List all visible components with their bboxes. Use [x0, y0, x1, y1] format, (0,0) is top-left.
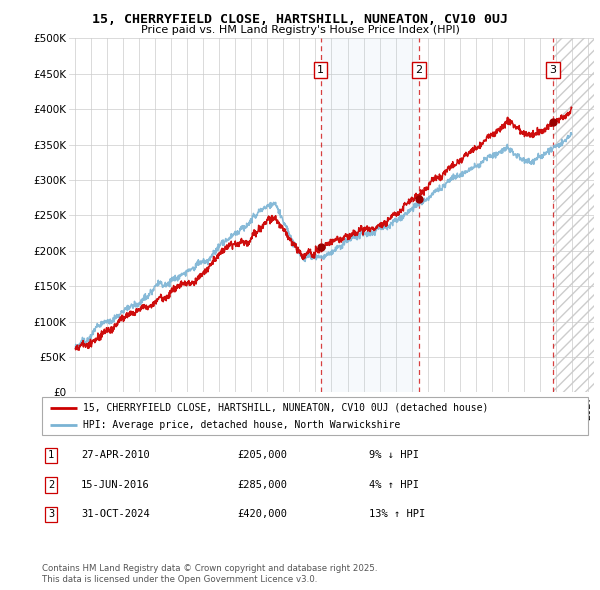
- Bar: [553, 38, 594, 392]
- Bar: [320, 38, 419, 392]
- Text: 15-JUN-2016: 15-JUN-2016: [81, 480, 150, 490]
- Text: This data is licensed under the Open Government Licence v3.0.: This data is licensed under the Open Gov…: [42, 575, 317, 584]
- Text: 9% ↓ HPI: 9% ↓ HPI: [369, 451, 419, 460]
- Text: Price paid vs. HM Land Registry's House Price Index (HPI): Price paid vs. HM Land Registry's House …: [140, 25, 460, 35]
- Text: £205,000: £205,000: [237, 451, 287, 460]
- Text: 2: 2: [415, 65, 422, 75]
- Text: 2: 2: [48, 480, 54, 490]
- Text: 3: 3: [48, 510, 54, 519]
- Text: 3: 3: [550, 65, 557, 75]
- Text: £285,000: £285,000: [237, 480, 287, 490]
- Text: 1: 1: [48, 451, 54, 460]
- Text: 27-APR-2010: 27-APR-2010: [81, 451, 150, 460]
- Text: 31-OCT-2024: 31-OCT-2024: [81, 510, 150, 519]
- Text: £420,000: £420,000: [237, 510, 287, 519]
- Text: 15, CHERRYFIELD CLOSE, HARTSHILL, NUNEATON, CV10 0UJ (detached house): 15, CHERRYFIELD CLOSE, HARTSHILL, NUNEAT…: [83, 403, 488, 413]
- Text: 13% ↑ HPI: 13% ↑ HPI: [369, 510, 425, 519]
- Text: HPI: Average price, detached house, North Warwickshire: HPI: Average price, detached house, Nort…: [83, 419, 400, 430]
- Text: 1: 1: [317, 65, 324, 75]
- Text: 15, CHERRYFIELD CLOSE, HARTSHILL, NUNEATON, CV10 0UJ: 15, CHERRYFIELD CLOSE, HARTSHILL, NUNEAT…: [92, 13, 508, 26]
- Text: Contains HM Land Registry data © Crown copyright and database right 2025.: Contains HM Land Registry data © Crown c…: [42, 565, 377, 573]
- Text: 4% ↑ HPI: 4% ↑ HPI: [369, 480, 419, 490]
- FancyBboxPatch shape: [42, 397, 588, 435]
- Bar: [553, 38, 594, 392]
